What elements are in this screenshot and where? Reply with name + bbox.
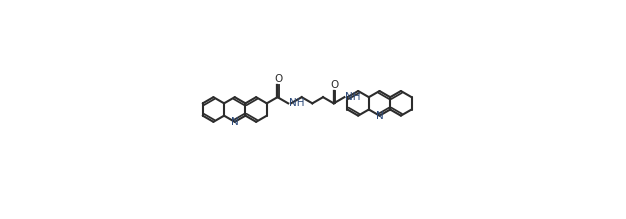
Text: O: O	[331, 80, 339, 90]
Text: N: N	[376, 111, 383, 121]
Text: NH: NH	[345, 92, 361, 102]
Text: O: O	[274, 74, 282, 84]
Text: NH: NH	[289, 98, 304, 108]
Text: N: N	[231, 117, 239, 127]
